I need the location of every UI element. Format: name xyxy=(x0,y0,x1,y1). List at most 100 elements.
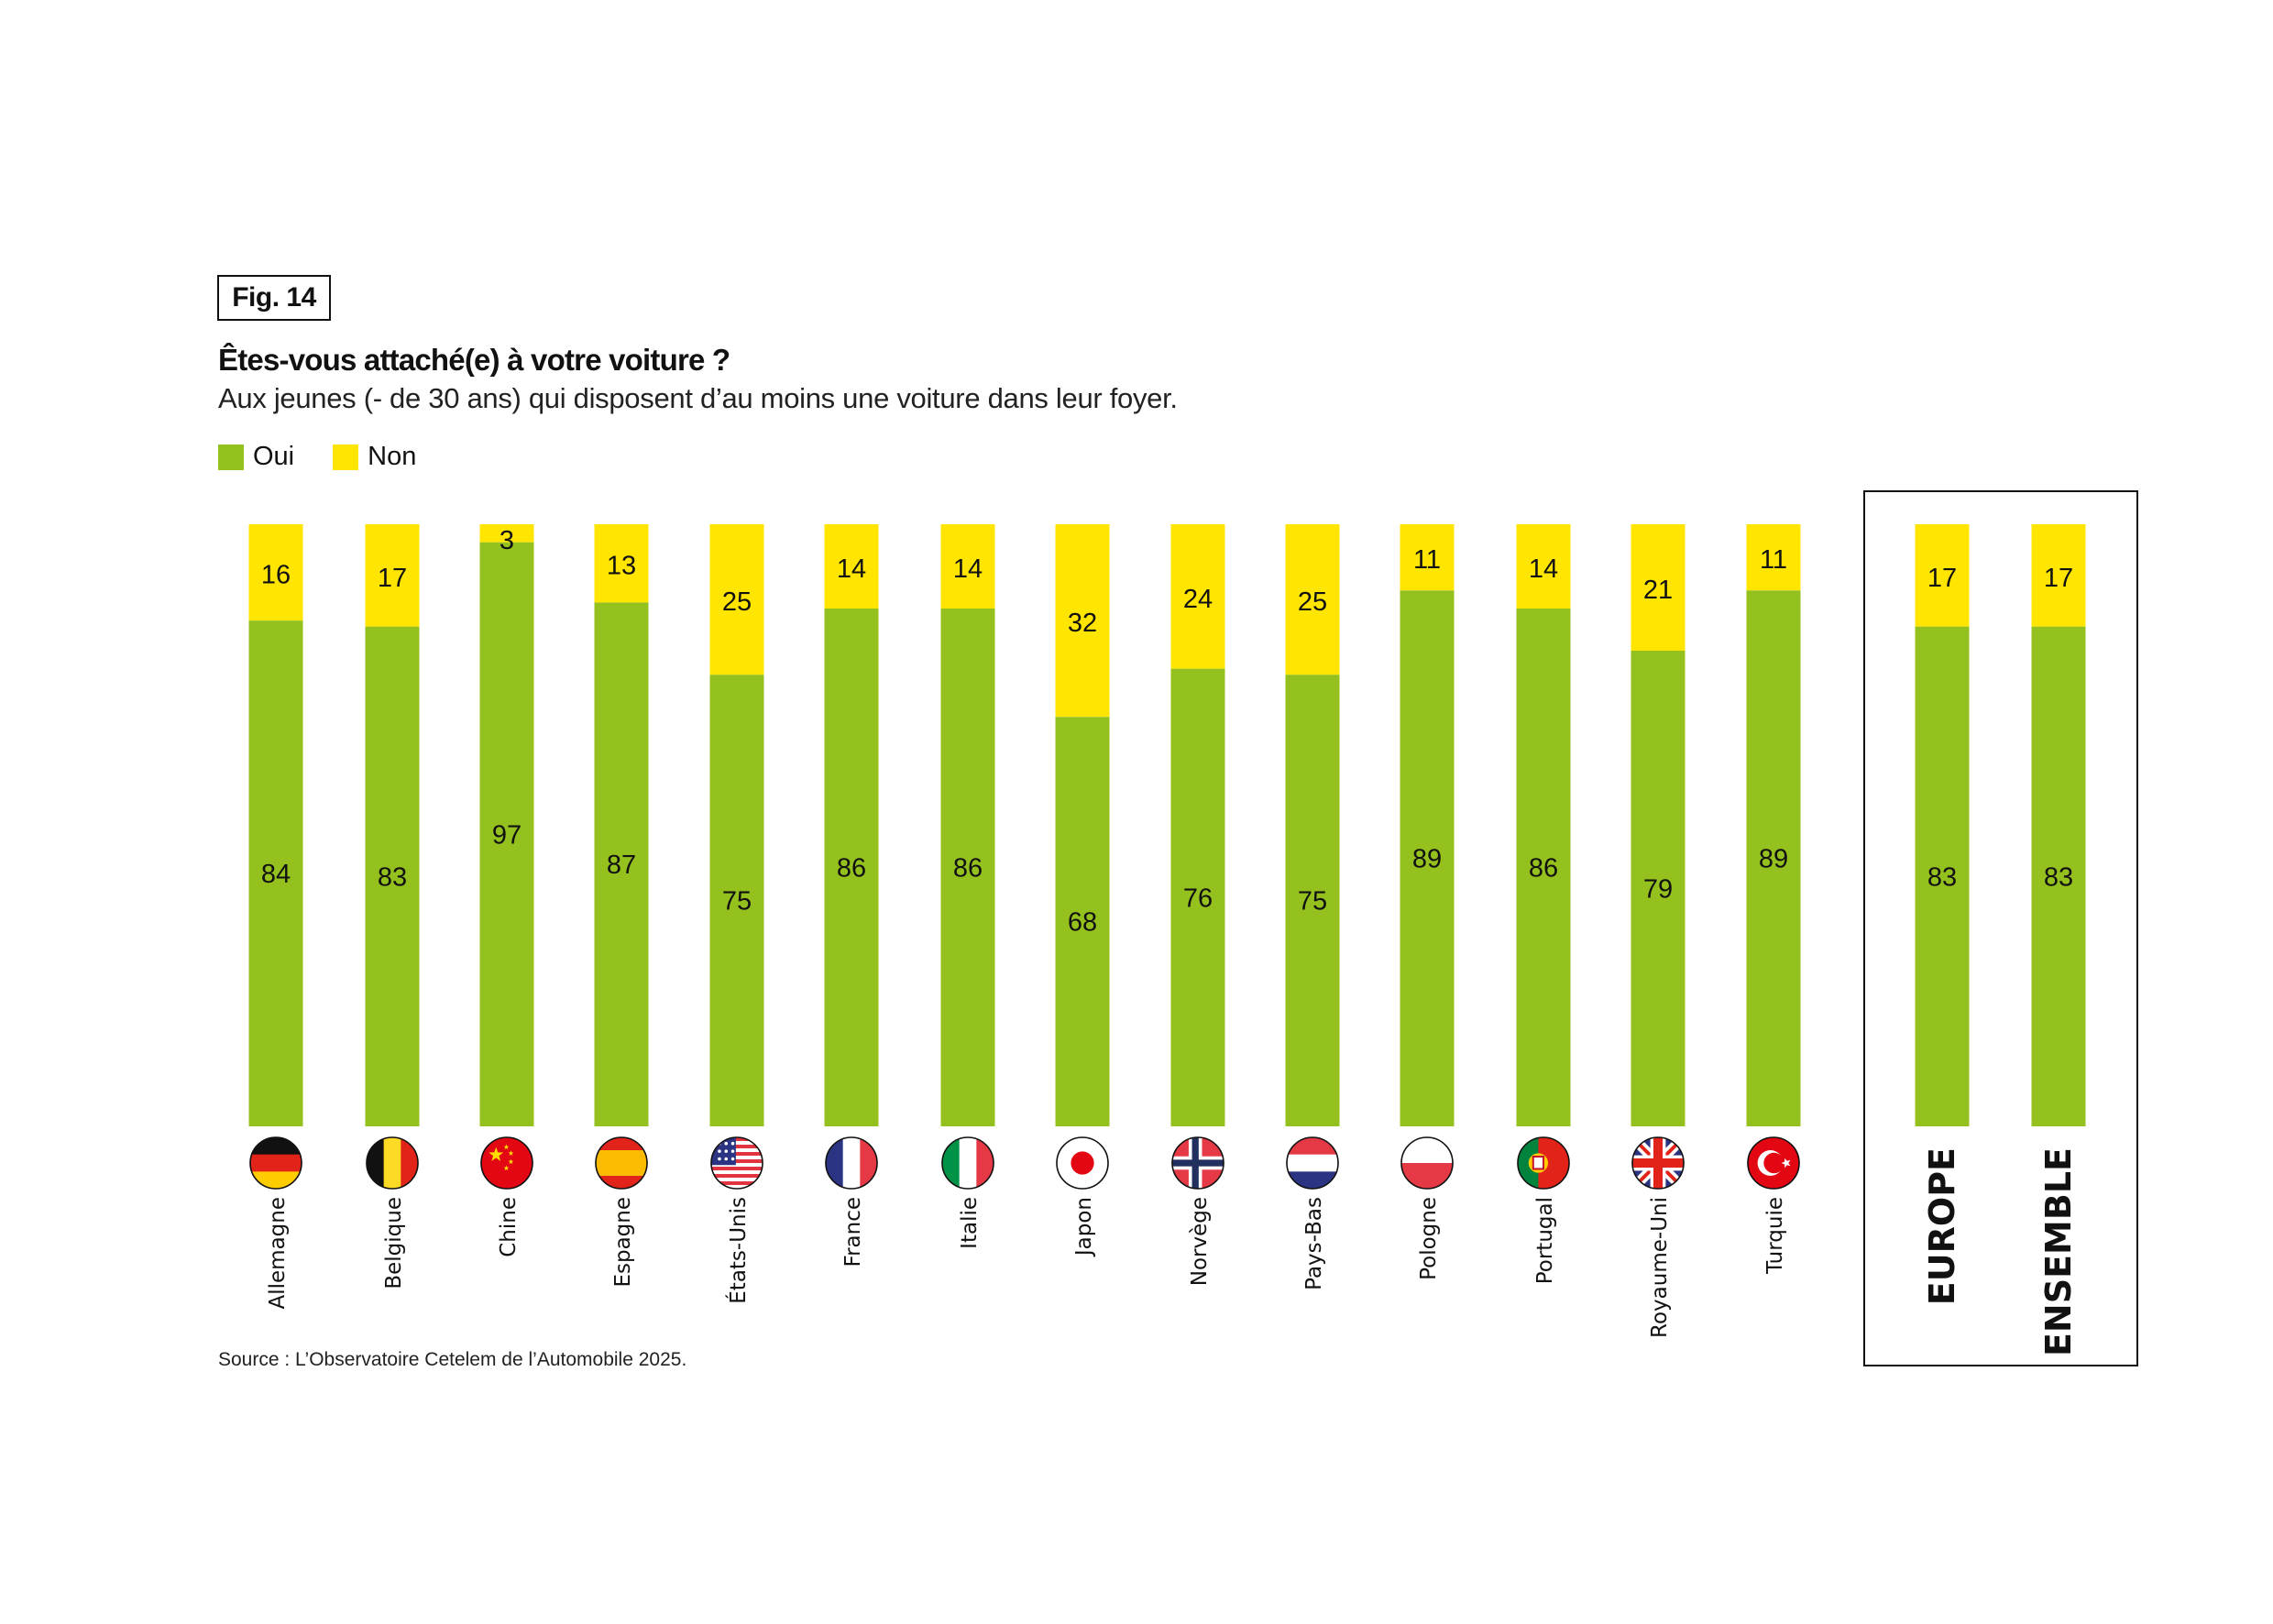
category-label: ENSEMBLE xyxy=(2038,1147,2079,1356)
bar-group: 14 86 xyxy=(940,524,995,1126)
flag-belgium-icon xyxy=(366,1136,419,1190)
bar-segment-non xyxy=(2031,524,2086,627)
data-label-non: 14 xyxy=(1529,554,1558,584)
category-label: Norvège xyxy=(1188,1197,1212,1286)
data-label-oui: 76 xyxy=(1183,883,1213,913)
figure-label-box: Fig. 14 xyxy=(217,275,331,321)
category-label: Portugal xyxy=(1533,1197,1557,1284)
data-label-oui: 89 xyxy=(1759,845,1788,874)
flag-turkey-icon xyxy=(1747,1136,1800,1190)
data-label-oui: 83 xyxy=(2044,862,2073,892)
bar-group: 11 89 xyxy=(1746,524,1801,1126)
data-label-oui: 97 xyxy=(492,820,522,850)
flag-italy-icon xyxy=(941,1136,994,1190)
bar-segment-oui xyxy=(365,626,420,1126)
data-label-non: 17 xyxy=(1927,564,1957,593)
data-label-non: 14 xyxy=(953,554,983,584)
category-label: Chine xyxy=(497,1197,521,1257)
bar-segment-non xyxy=(1170,524,1225,669)
bar-group: 25 75 xyxy=(1285,524,1340,1126)
bar-segment-oui xyxy=(2031,626,2086,1126)
bar-segment-oui xyxy=(1516,608,1571,1126)
bar-group: 25 75 xyxy=(709,524,764,1126)
bar-group: 14 86 xyxy=(824,524,879,1126)
category-label: Belgique xyxy=(382,1197,406,1289)
bar-segment-non xyxy=(940,524,995,609)
bar-segment-oui xyxy=(824,608,879,1126)
flag-netherlands-icon xyxy=(1286,1136,1339,1190)
bar-segment-non xyxy=(1631,524,1686,651)
data-label-oui: 86 xyxy=(1529,853,1558,883)
data-label-oui: 75 xyxy=(1298,887,1327,916)
data-label-oui: 84 xyxy=(261,860,291,889)
data-label-non: 13 xyxy=(607,552,636,581)
bar-segment-oui xyxy=(940,608,995,1126)
data-label-non: 11 xyxy=(1413,545,1441,575)
bar-segment-non xyxy=(709,524,764,675)
bar-segment-non xyxy=(1746,524,1801,591)
flag-portugal-icon xyxy=(1517,1136,1570,1190)
data-label-oui: 83 xyxy=(378,862,407,892)
bar-segment-oui xyxy=(594,602,649,1126)
chart-title: Êtes-vous attaché(e) à votre voiture ? xyxy=(218,343,730,377)
flag-germany-icon xyxy=(249,1136,302,1190)
bar-segment-oui xyxy=(248,620,303,1126)
figure-label: Fig. 14 xyxy=(232,282,316,313)
flag-spain-icon xyxy=(595,1136,648,1190)
bar-group: 24 76 xyxy=(1170,524,1225,1126)
flag-france-icon xyxy=(825,1136,878,1190)
category-label: États-Unis xyxy=(725,1197,751,1304)
bar-segment-non xyxy=(479,524,534,543)
bar-segment-oui xyxy=(1055,717,1110,1126)
legend: Oui Non xyxy=(218,442,455,472)
bar-segment-oui xyxy=(479,542,534,1126)
bar-segment-oui xyxy=(1746,590,1801,1126)
category-label: Allemagne xyxy=(266,1197,290,1310)
category-label: Italie xyxy=(958,1197,982,1249)
bar-group: 21 79 xyxy=(1631,524,1686,1126)
bar-segment-non xyxy=(1400,524,1455,591)
category-label: EUROPE xyxy=(1922,1147,1962,1305)
category-label: Japon xyxy=(1072,1197,1096,1257)
legend-swatch-oui xyxy=(218,444,244,470)
flag-poland-icon xyxy=(1400,1136,1454,1190)
bar-segment-non xyxy=(1285,524,1340,675)
data-label-oui: 89 xyxy=(1412,845,1442,874)
data-label-non: 25 xyxy=(722,587,752,617)
legend-item-non: Non xyxy=(333,442,416,472)
data-label-oui: 83 xyxy=(1927,862,1957,892)
data-label-oui: 79 xyxy=(1643,874,1673,904)
category-label: Royaume-Uni xyxy=(1648,1197,1672,1338)
bar-segment-non xyxy=(365,524,420,627)
bar-segment-oui xyxy=(1400,590,1455,1126)
legend-item-oui: Oui xyxy=(218,442,294,472)
data-label-non: 11 xyxy=(1760,545,1787,575)
data-label-non: 17 xyxy=(378,564,407,593)
bar-segment-non xyxy=(1055,524,1110,718)
data-label-oui: 68 xyxy=(1068,908,1097,938)
bar-group: 13 87 xyxy=(594,524,649,1126)
bar-group: 3 97 xyxy=(479,524,534,1126)
chart-subtitle: Aux jeunes (- de 30 ans) qui disposent d… xyxy=(218,382,1178,414)
data-label-non: 17 xyxy=(2044,564,2073,593)
data-label-non: 16 xyxy=(261,561,291,590)
bar-segment-non xyxy=(824,524,879,609)
legend-label-non: Non xyxy=(368,442,417,471)
bar-segment-non xyxy=(1915,524,1970,627)
flag-uk-icon xyxy=(1631,1136,1685,1190)
category-label: Turquie xyxy=(1763,1197,1787,1275)
aggregate-group-box xyxy=(1863,490,2138,1366)
legend-swatch-non xyxy=(333,444,359,470)
flag-japan-icon xyxy=(1056,1136,1109,1190)
bar-segment-non xyxy=(1516,524,1571,609)
bar-segment-oui xyxy=(1170,668,1225,1126)
data-label-non: 14 xyxy=(837,554,866,584)
category-label: France xyxy=(841,1197,865,1267)
data-label-oui: 86 xyxy=(953,853,983,883)
bar-group: 14 86 xyxy=(1516,524,1571,1126)
flag-usa-icon xyxy=(710,1136,763,1190)
category-label: Espagne xyxy=(611,1197,635,1288)
